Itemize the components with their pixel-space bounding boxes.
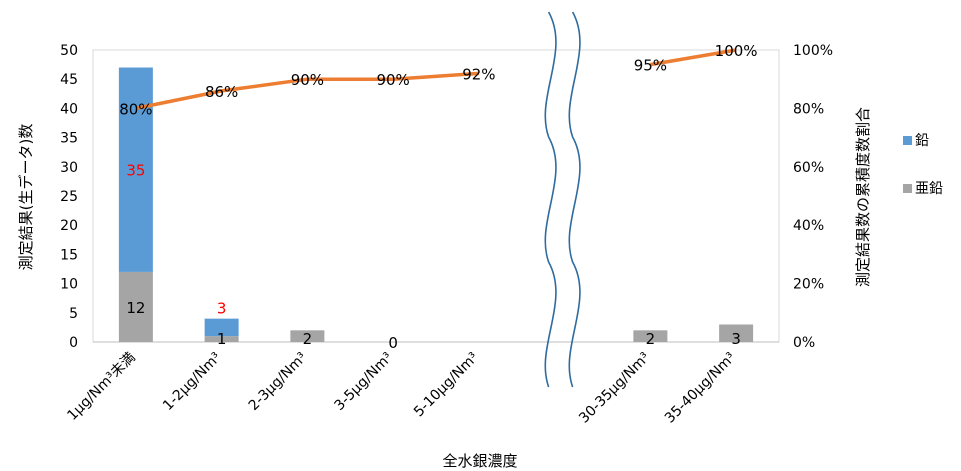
x-axis-title: 全水銀濃度	[442, 452, 517, 470]
plot-frame	[92, 49, 780, 343]
bar-亜鉛	[290, 330, 325, 342]
right-tick-label: 40%	[793, 218, 824, 234]
x-tick-label: 1μg/Nm³未満	[64, 350, 138, 424]
legend-swatch-lead	[903, 136, 912, 145]
bar-data-label: 2	[646, 330, 656, 348]
bar-data-label: 1	[217, 330, 227, 348]
right-tick-label: 80%	[793, 101, 824, 117]
legend-label-lead: 鉛	[915, 133, 929, 149]
break-wave-line	[544, 11, 557, 388]
right-tick-label: 100%	[793, 43, 833, 59]
bar-series	[118, 67, 754, 342]
left-tick-label: 15	[60, 247, 78, 263]
line-data-label: 86%	[205, 83, 238, 101]
bar-data-label: 0	[388, 334, 398, 352]
right-tick-label: 0%	[793, 335, 815, 351]
line-data-label: 90%	[291, 71, 324, 89]
legend-label-zinc: 亜鉛	[915, 181, 943, 197]
bar-data-label: 35	[126, 162, 145, 180]
legend-swatch-zinc	[903, 184, 912, 193]
x-tick-label: 30-35μg/Nm³	[576, 350, 653, 427]
bar-亜鉛	[719, 324, 754, 342]
x-tick-label: 3-5μg/Nm³	[332, 350, 396, 414]
line-data-label: 90%	[376, 71, 409, 89]
x-tick-label: 2-3μg/Nm³	[246, 350, 310, 414]
left-tick-label: 35	[60, 131, 78, 147]
left-tick-label: 40	[60, 101, 78, 117]
left-tick-label: 5	[69, 306, 78, 322]
right-axis-title: 測定結果数の累積度数割合	[854, 107, 872, 287]
cumulative-line-right	[650, 48, 737, 67]
axis-break-mark	[544, 11, 581, 388]
x-tick-label: 5-10μg/Nm³	[411, 350, 482, 421]
data-labels: 12 35 1 3 2 0 2 3 80% 86% 90% 90% 92% 95% 100%	[119, 42, 757, 352]
break-wave-line	[568, 11, 581, 388]
line-data-label: 92%	[462, 65, 495, 83]
bar-data-label: 12	[126, 299, 145, 317]
bar-亜鉛	[633, 330, 668, 342]
cumulative-line	[135, 48, 737, 111]
left-tick-label: 20	[60, 218, 78, 234]
right-tick-label: 20%	[793, 277, 824, 293]
cumulative-line-left	[135, 71, 479, 111]
legend: 鉛 亜鉛	[903, 133, 943, 197]
line-data-label: 80%	[119, 100, 152, 118]
x-axis-ticks: 1μg/Nm³未満 1-2μg/Nm³ 2-3μg/Nm³ 3-5μg/Nm³ 5-10…	[64, 350, 739, 427]
left-axis-ticks: 0 5 10 15 20 25 30 35 40 45 50	[60, 43, 78, 351]
line-data-label: 95%	[634, 57, 667, 75]
left-tick-label: 25	[60, 189, 78, 205]
bar-data-label: 3	[217, 300, 227, 318]
bar-亜鉛	[204, 336, 239, 342]
bar-鉛	[204, 318, 239, 337]
bar-data-label: 3	[731, 330, 741, 348]
bar-鉛	[118, 67, 153, 272]
left-tick-label: 50	[60, 43, 78, 59]
line-data-label: 100%	[715, 42, 758, 60]
left-tick-label: 45	[60, 72, 78, 88]
left-axis-title: 測定結果(生データ)数	[17, 124, 35, 271]
bar-data-label: 2	[303, 330, 313, 348]
plot-area-border	[92, 49, 780, 343]
left-tick-label: 10	[60, 277, 78, 293]
x-tick-label: 35-40μg/Nm³	[662, 350, 739, 427]
left-tick-label: 0	[69, 335, 78, 351]
x-tick-label: 1-2μg/Nm³	[160, 350, 224, 414]
right-tick-label: 60%	[793, 160, 824, 176]
bar-亜鉛	[118, 271, 153, 342]
right-axis-ticks: 0% 20% 40% 60% 80% 100%	[793, 43, 833, 351]
left-tick-label: 30	[60, 160, 78, 176]
